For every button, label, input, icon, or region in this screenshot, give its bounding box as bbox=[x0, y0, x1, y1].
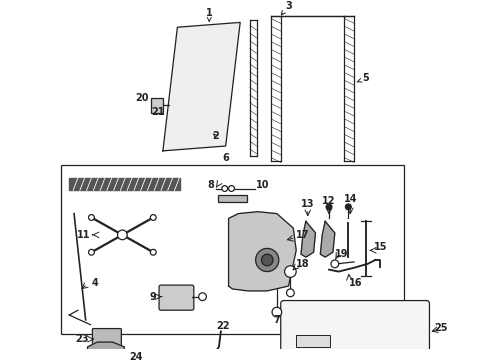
Circle shape bbox=[331, 260, 339, 268]
Bar bbox=[62, 165, 404, 334]
Text: 18: 18 bbox=[296, 259, 310, 269]
Text: 11: 11 bbox=[77, 230, 91, 240]
Text: 24: 24 bbox=[129, 352, 143, 360]
Circle shape bbox=[228, 186, 234, 192]
Circle shape bbox=[198, 293, 206, 301]
Text: 20: 20 bbox=[135, 93, 148, 103]
Polygon shape bbox=[88, 342, 124, 360]
Circle shape bbox=[150, 215, 156, 220]
Text: 1: 1 bbox=[206, 8, 213, 21]
Text: 22: 22 bbox=[216, 321, 229, 331]
Circle shape bbox=[272, 307, 282, 317]
Polygon shape bbox=[69, 178, 180, 190]
Circle shape bbox=[89, 249, 95, 255]
Circle shape bbox=[118, 230, 127, 240]
Text: 4: 4 bbox=[92, 278, 98, 288]
Polygon shape bbox=[228, 212, 296, 291]
Text: 19: 19 bbox=[335, 249, 348, 259]
Text: 7: 7 bbox=[273, 315, 280, 325]
Text: 14: 14 bbox=[343, 194, 357, 204]
Polygon shape bbox=[320, 221, 335, 257]
Text: 21: 21 bbox=[151, 107, 165, 117]
Text: 10: 10 bbox=[256, 180, 269, 190]
Circle shape bbox=[222, 186, 228, 192]
Circle shape bbox=[89, 215, 95, 220]
Text: 25: 25 bbox=[434, 323, 448, 333]
Bar bbox=[151, 98, 163, 113]
Text: 23: 23 bbox=[75, 334, 89, 344]
Text: 12: 12 bbox=[322, 196, 336, 206]
Text: 9: 9 bbox=[150, 292, 157, 302]
Text: 15: 15 bbox=[373, 242, 387, 252]
Text: 5: 5 bbox=[357, 73, 369, 84]
Circle shape bbox=[326, 204, 332, 210]
Circle shape bbox=[211, 350, 221, 360]
Polygon shape bbox=[301, 221, 316, 257]
Circle shape bbox=[150, 249, 156, 255]
Circle shape bbox=[256, 248, 279, 271]
Text: 13: 13 bbox=[301, 199, 315, 209]
Circle shape bbox=[285, 266, 296, 277]
Circle shape bbox=[287, 289, 294, 297]
Text: 16: 16 bbox=[349, 278, 363, 288]
Text: 3: 3 bbox=[281, 1, 292, 15]
Text: 8: 8 bbox=[208, 180, 215, 190]
Bar bbox=[296, 351, 323, 360]
Text: 17: 17 bbox=[296, 230, 310, 240]
Text: 2: 2 bbox=[213, 131, 220, 141]
Bar bbox=[218, 195, 247, 202]
Circle shape bbox=[262, 254, 273, 266]
FancyBboxPatch shape bbox=[159, 285, 194, 310]
Bar bbox=[296, 335, 330, 347]
FancyBboxPatch shape bbox=[281, 301, 429, 360]
Text: 6: 6 bbox=[222, 153, 229, 163]
Polygon shape bbox=[163, 22, 240, 151]
Circle shape bbox=[345, 204, 351, 210]
FancyBboxPatch shape bbox=[93, 329, 122, 348]
